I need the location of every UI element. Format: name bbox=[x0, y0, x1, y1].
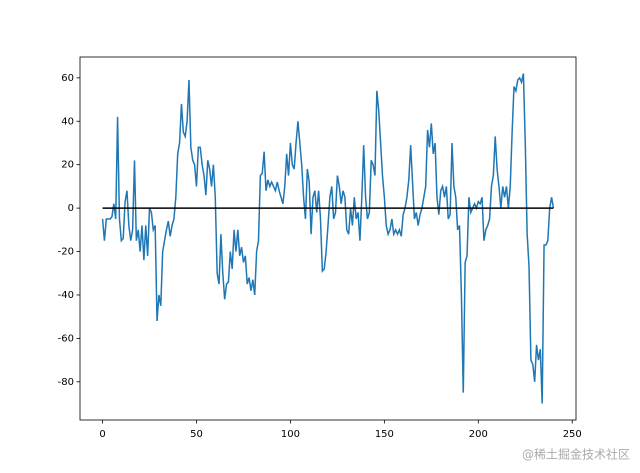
x-tick-label: 250 bbox=[563, 429, 582, 440]
y-tick-label: 40 bbox=[61, 116, 74, 127]
x-tick-label: 100 bbox=[281, 429, 300, 440]
y-tick-label: -20 bbox=[58, 247, 74, 258]
watermark: @稀土掘金技术社区 bbox=[522, 447, 630, 462]
y-tick-label: -80 bbox=[58, 377, 74, 388]
line bbox=[101, 73, 555, 404]
y-tick-label: 0 bbox=[68, 203, 74, 214]
y-tick-label: -60 bbox=[58, 333, 74, 344]
x-tick-label: 50 bbox=[190, 429, 203, 440]
x-tick-label: 200 bbox=[469, 429, 488, 440]
x-tick-label: 0 bbox=[99, 429, 105, 440]
y-tick-label: 60 bbox=[61, 73, 74, 84]
axes-frame bbox=[79, 56, 577, 421]
x-tick-label: 150 bbox=[375, 429, 394, 440]
y-tick-label: -40 bbox=[58, 290, 74, 301]
y-tick-label: 20 bbox=[61, 160, 74, 171]
